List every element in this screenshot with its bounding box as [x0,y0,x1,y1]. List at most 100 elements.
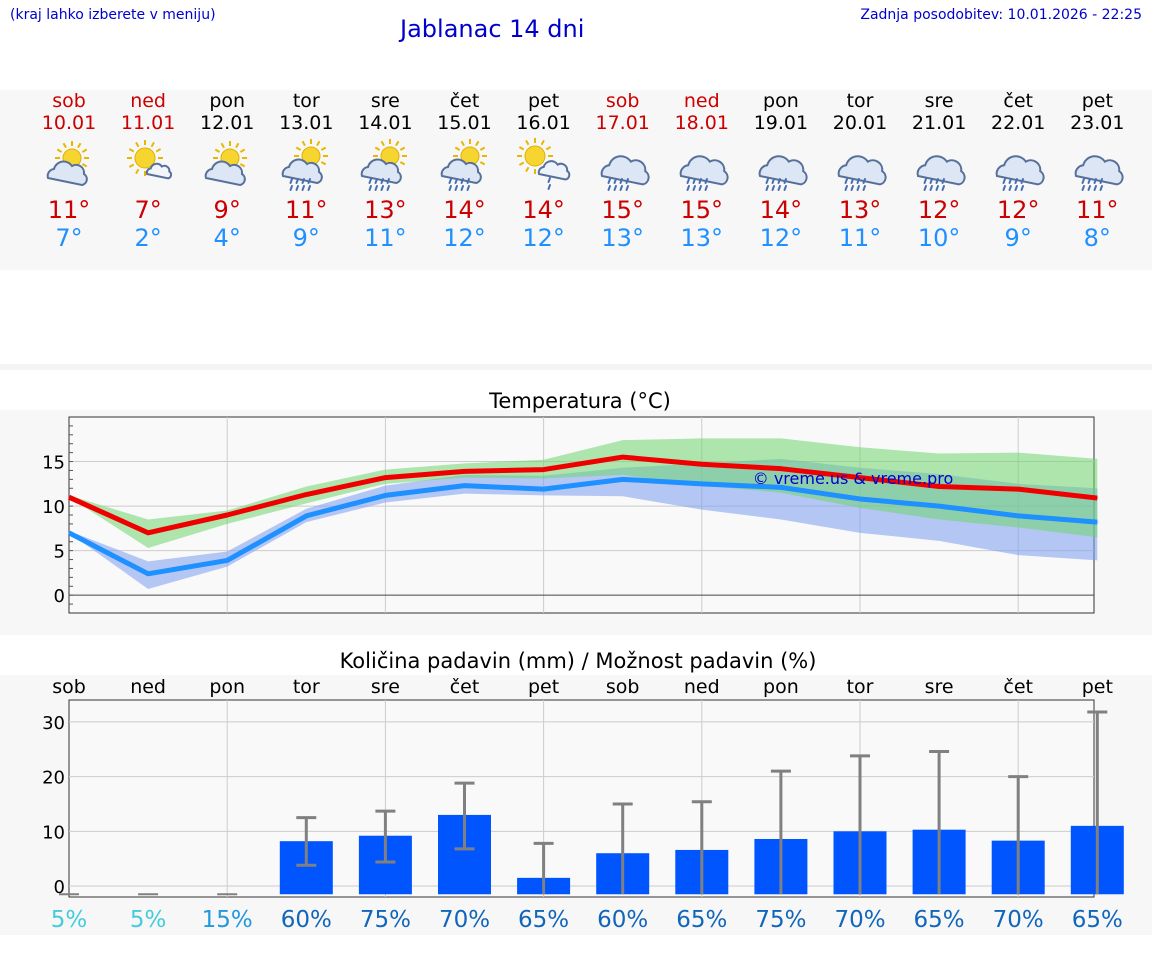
y-tick-label: 0 [54,877,65,898]
min-temperature: 12° [522,224,565,252]
day-date: 17.01 [595,112,650,134]
day-date: 16.01 [516,112,571,134]
y-tick-label: 10 [42,497,65,518]
max-temperature: 14° [522,196,565,224]
max-temperature-line-point [938,485,940,487]
min-temperature-line-point [780,486,782,488]
min-temperature: 8° [1083,224,1111,252]
precip-probability-label: 65% [914,907,965,933]
sun-rain-icon [440,139,487,191]
max-temperature: 15° [601,196,644,224]
day-date: 21.01 [911,112,967,134]
max-temperature-line-point [701,463,703,465]
rain-cloud-icon [679,155,729,191]
x-category-label: pet [528,676,559,698]
min-temperature: 7° [55,224,83,252]
min-temperature-line-point [859,498,861,500]
min-temperature-line [67,476,1098,577]
precip-probability-label: 65% [676,907,727,933]
max-temperature-line [67,454,1098,536]
max-temperature: 11° [1076,196,1119,224]
day-name: sre [370,90,400,112]
max-temperature-line-point [226,514,228,516]
y-tick-label: 0 [54,586,65,607]
max-temperature: 9° [213,196,241,224]
min-temperature-line-point [1096,521,1098,523]
min-temperature-line-point [384,494,386,496]
min-temperature-line-point [543,488,545,490]
day-name: tor [292,90,320,112]
day-date: 10.01 [41,112,97,134]
y-tick-label: 15 [42,453,65,474]
min-temperature: 11° [364,224,407,252]
min-temperature-line-point [938,505,940,507]
min-temperature: 12° [759,224,803,252]
page-title: Jablanac 14 dni [400,15,585,43]
max-temperature: 15° [680,196,724,224]
max-temperature-line-point [780,468,782,470]
rain-cloud-icon [1074,155,1124,191]
day-date: 11.01 [120,112,176,134]
sun-small-cloud-icon [127,140,173,180]
min-temperature: 2° [134,224,162,252]
day-name: pon [209,90,246,112]
forecast-day: sob 10.01 11° 7° [29,90,109,252]
day-name: pon [763,90,799,112]
forecast-day: pon 19.01 14° 12° [741,90,821,252]
day-name: sre [924,90,954,112]
max-temperature: 11° [47,196,91,224]
min-temperature-line-point [1017,515,1019,517]
precip-probability-label: 70% [993,907,1044,933]
sun-rain-icon [361,139,408,191]
precip-probability-label: 15% [202,907,253,933]
chart-title: Količina padavin (mm) / Možnost padavin … [340,649,817,673]
precip-probability-label: 75% [360,907,411,933]
day-name: čet [1003,90,1033,112]
day-date: 15.01 [437,112,492,134]
day-date: 19.01 [753,112,809,134]
max-temperature: 12° [917,196,961,224]
forecast-day: ned 11.01 7° 2° [108,90,188,252]
precip-probability-label: 70% [834,907,885,933]
max-temperature: 13° [364,196,407,224]
day-name: tor [846,90,874,112]
x-category-label: čet [450,676,480,698]
precip-probability-label: 60% [597,907,648,933]
forecast-day: čet 22.01 12° 9° [978,90,1058,252]
section-divider [0,364,1152,370]
precip-probability-label: 75% [755,907,806,933]
day-name: čet [449,90,480,112]
rain-cloud-icon [916,155,966,191]
max-temperature-band [69,438,1098,548]
rain-cloud-icon [600,155,650,191]
min-temperature: 12° [443,224,486,252]
x-category-label: ned [684,676,720,698]
max-temperature-line-point [384,477,386,479]
min-temperature-line-point [226,559,228,561]
forecast-day: sre 21.01 12° 10° [899,90,979,252]
precip-probability-label: 60% [281,907,332,933]
max-temperature-line-point [464,470,465,472]
forecast-day: sre 14.01 13° 11° [345,90,425,252]
y-tick-label: 30 [42,713,65,734]
day-date: 13.01 [279,112,334,134]
day-name: sob [605,90,640,112]
forecast-day: tor 20.01 13° 11° [820,90,900,252]
day-date: 20.01 [832,112,888,134]
min-temperature: 13° [680,224,724,252]
x-category-label: tor [293,676,320,698]
max-temperature: 13° [838,196,882,224]
daily-forecast-strip: sob 10.01 11° 7° ned 11.01 7° 2° pon 12.01 9° 4° tor… [0,90,1152,270]
x-category-label: sre [925,676,954,698]
y-tick-label: 5 [54,542,65,563]
min-temperature: 13° [601,224,644,252]
forecast-day: pon 12.01 9° 4° [187,90,267,252]
min-temperature-line-point [622,478,624,480]
precip-probability-label: 5% [51,907,88,933]
day-date: 14.01 [358,112,413,134]
location-hint: (kraj lahko izberete v meniju) [10,7,216,23]
min-temperature-line-point [464,485,465,487]
max-temperature: 7° [134,196,162,224]
max-temperature-line-point [622,456,624,458]
forecast-day: pet 16.01 14° 12° [504,90,584,252]
